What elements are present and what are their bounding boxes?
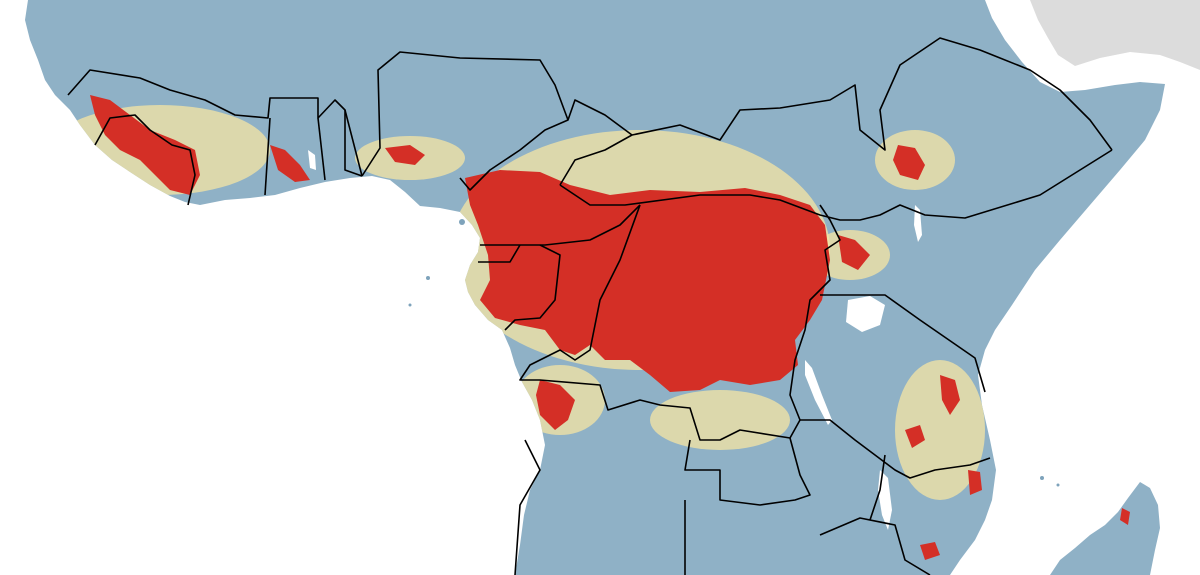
arabian-peninsula bbox=[1030, 0, 1200, 70]
lake-victoria bbox=[846, 296, 885, 332]
high-risk-zones bbox=[90, 95, 1130, 560]
country-borders bbox=[67, 37, 1113, 575]
risk-overlay bbox=[50, 95, 1130, 560]
lake-volta bbox=[308, 150, 316, 170]
lake-tanganyika bbox=[805, 360, 832, 425]
small-islands bbox=[408, 219, 1060, 487]
madagascar bbox=[1050, 482, 1160, 575]
lake-turkana bbox=[914, 205, 922, 242]
